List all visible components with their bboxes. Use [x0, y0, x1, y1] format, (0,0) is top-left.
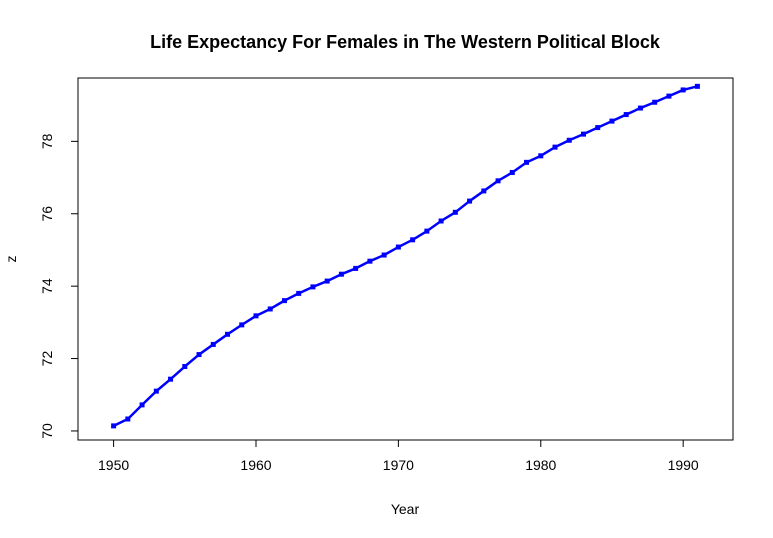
- data-point: [438, 218, 444, 224]
- data-point: [395, 244, 401, 250]
- data-point: [381, 252, 387, 258]
- data-point: [481, 188, 487, 194]
- plot-frame: [77, 77, 734, 441]
- x-axis: 1950 1960 1970 1980 1990: [98, 440, 699, 473]
- series-layer: [111, 83, 700, 429]
- data-point: [324, 278, 330, 284]
- data-point: [210, 341, 216, 347]
- data-point: [637, 105, 643, 111]
- data-point: [495, 178, 501, 184]
- data-point: [467, 198, 473, 204]
- data-point: [538, 153, 544, 159]
- y-tick-label: 70: [39, 423, 55, 439]
- data-point: [595, 125, 601, 131]
- y-tick-label: 76: [39, 206, 55, 222]
- data-point: [552, 144, 558, 150]
- data-point: [267, 306, 273, 312]
- data-point: [452, 209, 458, 215]
- y-tick-label: 72: [39, 351, 55, 367]
- data-point: [153, 388, 159, 394]
- x-tick-label: 1950: [98, 457, 129, 473]
- data-point: [609, 118, 615, 124]
- y-axis: 70 72 74 76 78: [39, 133, 78, 439]
- x-tick-label: 1990: [668, 457, 699, 473]
- data-point: [253, 313, 259, 319]
- y-tick-label: 74: [39, 278, 55, 294]
- x-tick-label: 1970: [383, 457, 414, 473]
- data-point: [424, 228, 430, 234]
- data-point: [111, 423, 117, 429]
- data-point: [281, 298, 287, 304]
- data-point: [524, 159, 530, 165]
- data-point: [338, 271, 344, 277]
- data-point: [666, 93, 672, 99]
- data-point: [694, 83, 700, 89]
- data-point: [225, 331, 231, 337]
- data-point: [196, 352, 202, 358]
- data-point: [125, 416, 131, 422]
- data-point: [623, 112, 629, 118]
- data-point: [367, 258, 373, 264]
- x-axis-label: Year: [391, 501, 420, 517]
- data-point: [680, 87, 686, 93]
- data-point: [509, 169, 515, 175]
- data-point: [239, 322, 245, 328]
- data-point: [182, 364, 188, 370]
- data-point: [410, 237, 416, 243]
- chart-title: Life Expectancy For Females in The Weste…: [150, 32, 661, 52]
- x-tick-label: 1960: [240, 457, 271, 473]
- x-tick-label: 1980: [525, 457, 556, 473]
- data-point: [139, 402, 145, 408]
- data-point: [353, 265, 359, 271]
- y-axis-label: z: [3, 256, 19, 263]
- data-point: [580, 131, 586, 137]
- data-point: [168, 376, 174, 382]
- data-point: [652, 99, 658, 105]
- data-point: [296, 290, 302, 296]
- y-tick-label: 78: [39, 133, 55, 149]
- data-point: [310, 284, 316, 290]
- data-point: [566, 137, 572, 143]
- series-line: [113, 85, 698, 428]
